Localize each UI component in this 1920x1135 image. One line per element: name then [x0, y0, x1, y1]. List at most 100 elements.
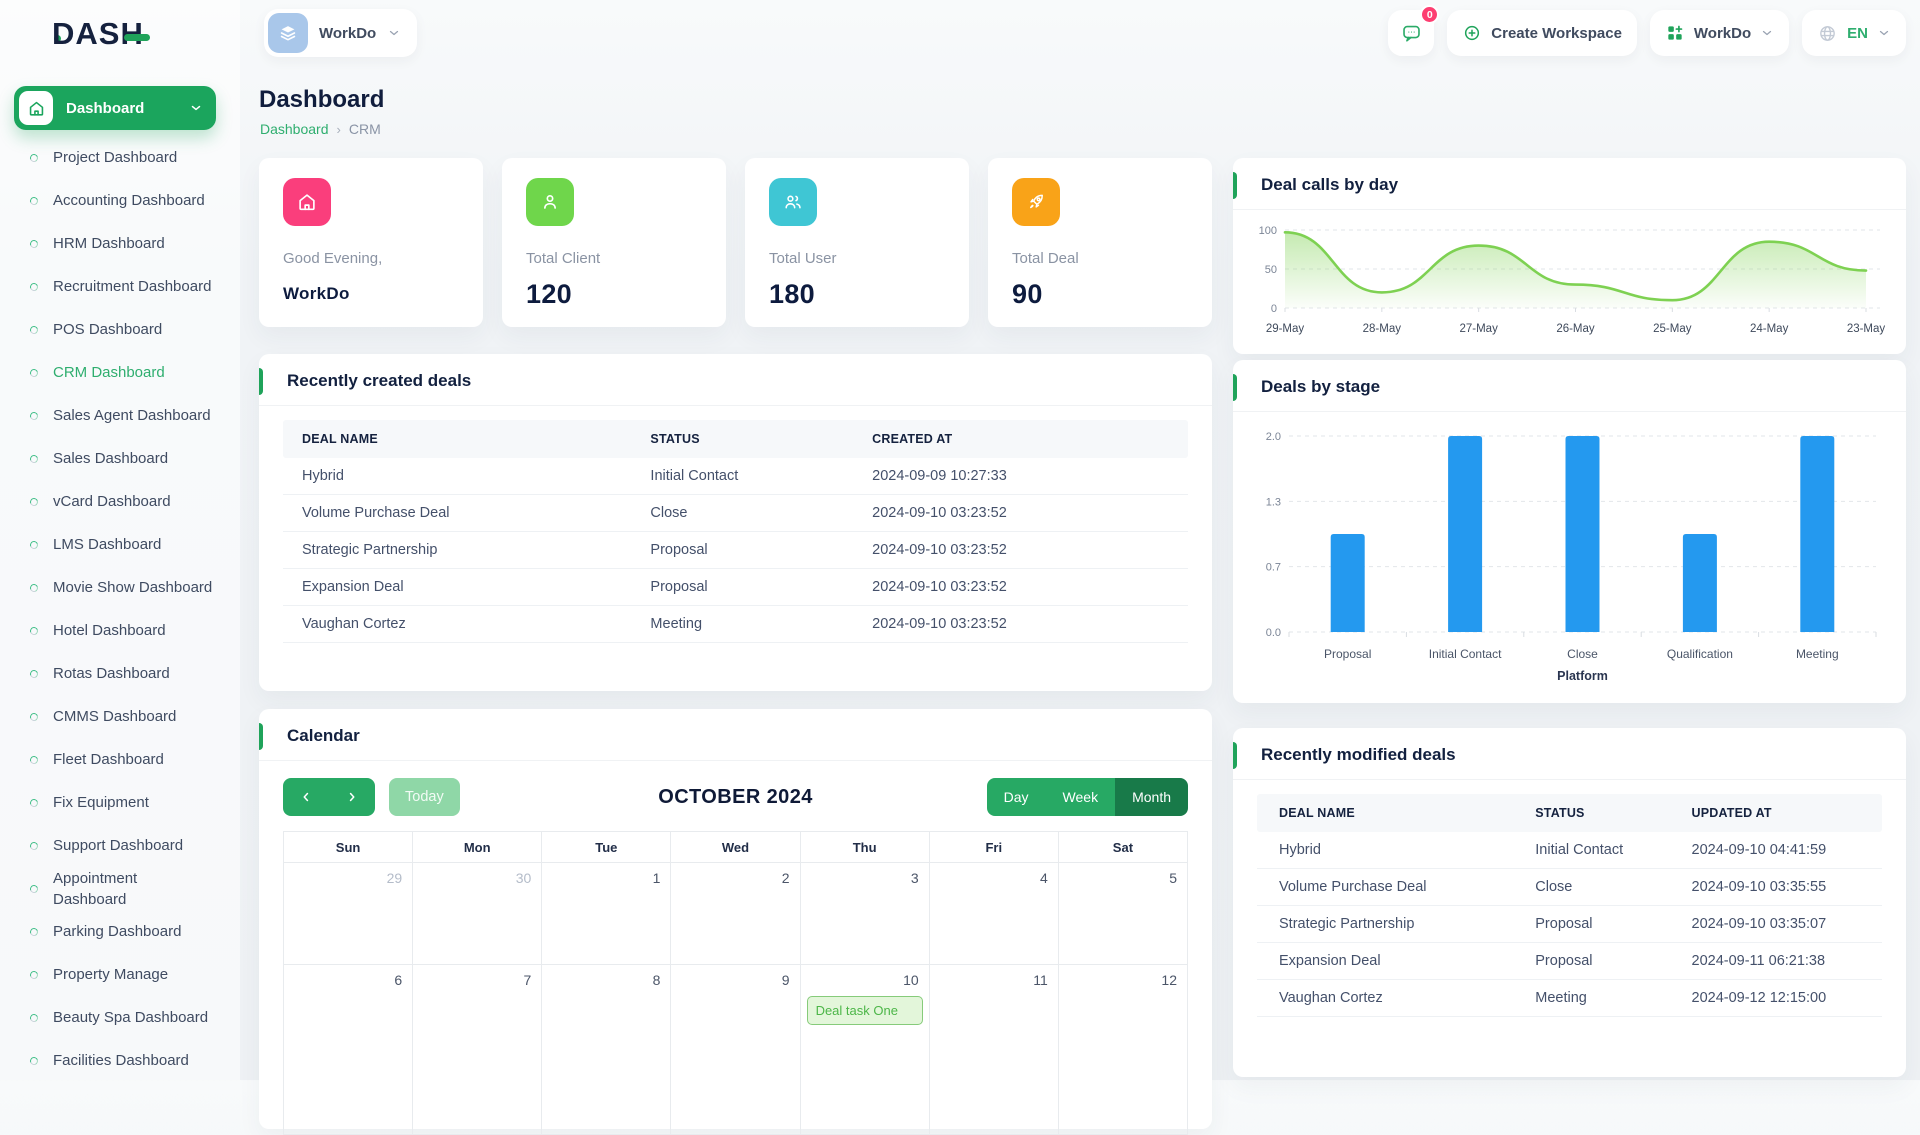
calendar-week-row: 6 7 8 9 10 Deal task One 11 12 — [284, 964, 1187, 1134]
day-cell[interactable]: 2 — [671, 862, 801, 964]
day-cell[interactable]: 5 — [1058, 862, 1187, 964]
day-cell[interactable]: 1 — [542, 862, 672, 964]
sidebar-item-fleet-dashboard[interactable]: Fleet Dashboard — [0, 738, 240, 781]
rocket-icon — [1012, 178, 1060, 226]
circle-bullet-icon — [28, 625, 40, 636]
day-cell[interactable]: 3 — [800, 862, 930, 964]
notification-badge: 0 — [1420, 5, 1440, 24]
total-deal-card: Total Deal 90 — [988, 158, 1212, 327]
svg-text:Platform: Platform — [1557, 669, 1608, 683]
day-cell[interactable]: 11 — [929, 964, 1059, 1134]
sidebar-item-vcard-dashboard[interactable]: vCard Dashboard — [0, 480, 240, 523]
deal-calls-chart: 100 50 0 29-May 28-May 27-May 26-May 25-May 24-M… — [1233, 210, 1906, 338]
day-cell[interactable]: 8 — [542, 964, 672, 1134]
sidebar-nav: Project Dashboard Accounting Dashboard H… — [0, 136, 240, 1082]
sidebar-item-project-dashboard[interactable]: Project Dashboard — [0, 136, 240, 179]
deal-calls-by-day-card: Deal calls by day 100 50 0 29-May 28-May 27-M… — [1233, 158, 1906, 354]
sidebar-item-movie-show-dashboard[interactable]: Movie Show Dashboard — [0, 566, 240, 609]
day-cell[interactable]: 6 — [284, 964, 414, 1134]
col-updated-at: UPDATED AT — [1691, 806, 1772, 820]
sidebar-item-support-dashboard[interactable]: Support Dashboard — [0, 824, 240, 867]
svg-text:25-May: 25-May — [1653, 323, 1692, 335]
circle-bullet-icon — [28, 410, 40, 421]
sidebar-item-beauty-spa-dashboard[interactable]: Beauty Spa Dashboard — [0, 996, 240, 1039]
sidebar-item-appointment-dashboard[interactable]: Appointment Dashboard — [0, 867, 240, 910]
page-title: Dashboard — [259, 86, 385, 113]
circle-bullet-icon — [28, 1055, 40, 1066]
sidebar-item-property-manage[interactable]: Property Manage — [0, 953, 240, 996]
workspace-selector[interactable]: WorkDo — [264, 9, 418, 57]
plus-circle-icon — [1465, 25, 1480, 41]
sidebar-item-parking-dashboard[interactable]: Parking Dashboard — [0, 910, 240, 953]
calendar-event-deal-task-one[interactable]: Deal task One — [806, 996, 923, 1025]
weekday-sat: Sat — [1112, 839, 1134, 855]
table-row: Volume Purchase Deal Close 2024-09-10 03:2… — [283, 495, 1188, 532]
table-row: Strategic Partnership Proposal 2024-09-10 … — [283, 532, 1188, 569]
sidebar-item-fix-equipment[interactable]: Fix Equipment — [0, 781, 240, 824]
day-cell[interactable]: 4 — [929, 862, 1059, 964]
app-logo[interactable]: DASH — [52, 16, 150, 52]
language-label: EN — [1847, 24, 1868, 42]
circle-bullet-icon — [28, 754, 40, 765]
sidebar-item-rotas-dashboard[interactable]: Rotas Dashboard — [0, 652, 240, 695]
day-cell[interactable]: 9 — [671, 964, 801, 1134]
calendar-prev-button[interactable] — [283, 778, 329, 816]
section-header: Deal calls by day — [1233, 158, 1906, 210]
breadcrumb-dashboard-link[interactable]: Dashboard — [260, 121, 329, 137]
day-cell[interactable]: 30 — [413, 862, 543, 964]
greeting-value: WorkDo — [283, 284, 350, 303]
sidebar-item-hotel-dashboard[interactable]: Hotel Dashboard — [0, 609, 240, 652]
logo-dot-icon — [54, 34, 61, 42]
weekday-sun: Sun — [284, 832, 414, 862]
day-cell[interactable]: 7 — [413, 964, 543, 1134]
sidebar-item-hrm-dashboard[interactable]: HRM Dashboard — [0, 222, 240, 265]
svg-text:Close: Close — [1567, 647, 1598, 661]
sidebar-item-crm-dashboard[interactable]: CRM Dashboard — [0, 351, 240, 394]
sidebar-item-recruitment-dashboard[interactable]: Recruitment Dashboard — [0, 265, 240, 308]
svg-text:29-May: 29-May — [1266, 323, 1305, 335]
table-row: Expansion Deal Proposal 2024-09-10 03:23:5… — [283, 569, 1188, 606]
accent-bar — [1233, 172, 1237, 199]
deals-by-stage-title: Deals by stage — [1261, 377, 1381, 396]
section-header: Deals by stage — [1233, 360, 1906, 412]
section-header: Recently created deals — [259, 354, 1212, 406]
sidebar-item-accounting-dashboard[interactable]: Accounting Dashboard — [0, 179, 240, 222]
col-created-at: CREATED AT — [872, 432, 953, 446]
weekday-tue: Tue — [542, 832, 672, 862]
workspace-menu[interactable]: WorkDo — [1649, 10, 1790, 56]
col-status: STATUS — [1535, 806, 1585, 820]
day-cell[interactable]: 10 Deal task One — [800, 964, 930, 1134]
sidebar-item-lms-dashboard[interactable]: LMS Dashboard — [0, 523, 240, 566]
sidebar-item-pos-dashboard[interactable]: POS Dashboard — [0, 308, 240, 351]
calendar-today-button[interactable]: Today — [389, 778, 460, 816]
create-workspace-button[interactable]: Create Workspace — [1447, 10, 1637, 56]
chevron-down-icon — [1763, 30, 1772, 36]
calendar-day-view-button[interactable]: Day — [986, 778, 1046, 816]
greeting-card: Good Evening, WorkDo — [259, 158, 483, 327]
chevron-down-icon — [1879, 30, 1889, 36]
svg-text:1.3: 1.3 — [1266, 496, 1281, 508]
recently-created-deals-card: Recently created deals DEAL NAME STATUS … — [259, 354, 1212, 691]
day-cell[interactable]: 29 — [284, 862, 414, 964]
calendar-next-button[interactable] — [329, 778, 375, 816]
sidebar-dashboard-label: Dashboard — [66, 99, 145, 117]
calendar-month-title: OCTOBER 2024 — [658, 785, 813, 808]
svg-text:Qualification: Qualification — [1667, 647, 1733, 661]
sidebar-dashboard-button[interactable]: Dashboard — [14, 86, 216, 130]
calendar-week-view-button[interactable]: Week — [1045, 778, 1116, 816]
total-deal-value: 90 — [1012, 279, 1043, 309]
sidebar-item-facilities-dashboard[interactable]: Facilities Dashboard — [0, 1039, 240, 1082]
language-selector[interactable]: EN — [1802, 10, 1906, 56]
sidebar-item-sales-agent-dashboard[interactable]: Sales Agent Dashboard — [0, 394, 240, 437]
svg-text:Proposal: Proposal — [1324, 647, 1371, 661]
col-deal-name: DEAL NAME — [1279, 806, 1355, 820]
svg-text:28-May: 28-May — [1363, 323, 1402, 335]
calendar-month-view-button[interactable]: Month — [1115, 778, 1188, 816]
circle-bullet-icon — [28, 367, 40, 378]
svg-text:24-May: 24-May — [1750, 323, 1789, 335]
sidebar-item-sales-dashboard[interactable]: Sales Dashboard — [0, 437, 240, 480]
day-cell[interactable]: 12 — [1058, 964, 1187, 1134]
svg-text:50: 50 — [1265, 264, 1277, 276]
messages-button[interactable]: 0 — [1388, 5, 1440, 56]
sidebar-item-cmms-dashboard[interactable]: CMMS Dashboard — [0, 695, 240, 738]
